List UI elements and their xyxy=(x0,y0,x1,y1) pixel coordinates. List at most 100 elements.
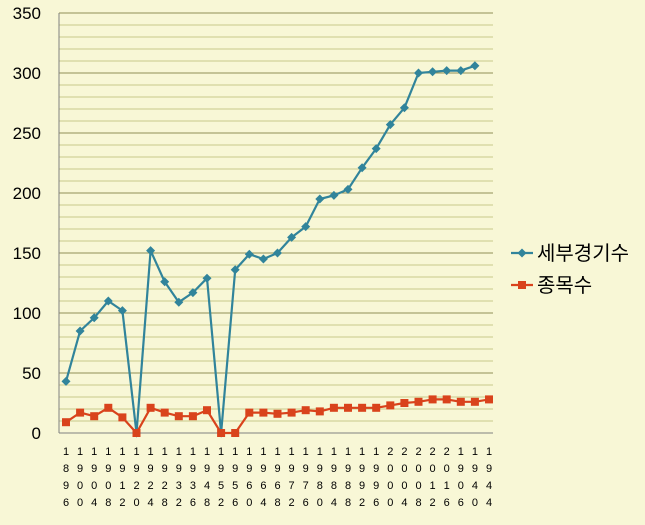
x-tick-char: 9 xyxy=(204,463,210,475)
x-tick-char: 0 xyxy=(430,463,436,475)
x-tick-char: 8 xyxy=(331,480,337,492)
x-tick-char: 0 xyxy=(401,463,407,475)
legend-item: 세부경기수 xyxy=(511,242,629,265)
data-point-square xyxy=(372,403,381,412)
data-point-diamond xyxy=(61,376,71,386)
x-tick-char: 9 xyxy=(232,463,238,475)
x-tick-char: 2 xyxy=(148,480,154,492)
x-tick-char: 1 xyxy=(190,446,196,458)
x-tick-char: 5 xyxy=(218,480,224,492)
data-point-diamond xyxy=(442,66,452,76)
x-tick-char: 0 xyxy=(387,480,393,492)
x-tick-char: 8 xyxy=(162,497,168,509)
data-point-diamond xyxy=(103,296,113,306)
x-tick-char: 2 xyxy=(119,497,125,509)
x-tick-char: 0 xyxy=(91,480,97,492)
x-tick-char: 1 xyxy=(119,480,125,492)
x-tick-char: 8 xyxy=(63,463,69,475)
x-tick-char: 2 xyxy=(387,446,393,458)
x-tick-char: 1 xyxy=(218,446,224,458)
x-tick-char: 3 xyxy=(176,480,182,492)
x-tick-char: 8 xyxy=(274,497,280,509)
x-tick-char: 6 xyxy=(274,480,280,492)
data-point-square xyxy=(287,408,296,417)
data-point-square xyxy=(188,412,197,421)
data-point-square xyxy=(358,403,367,412)
y-tick-label: 50 xyxy=(22,364,41,383)
x-tick-char: 4 xyxy=(401,497,407,509)
x-tick-char: 1 xyxy=(148,446,154,458)
data-point-diamond xyxy=(371,144,381,154)
x-tick-char: 1 xyxy=(162,446,168,458)
x-tick-char: 9 xyxy=(274,463,280,475)
x-tick-char: 1 xyxy=(430,480,436,492)
x-tick-char: 0 xyxy=(77,480,83,492)
data-point-diamond xyxy=(399,103,409,113)
y-tick-label: 100 xyxy=(13,304,41,323)
data-point-square xyxy=(217,429,226,437)
x-tick-char: 2 xyxy=(133,480,139,492)
x-tick-char: 9 xyxy=(246,463,252,475)
x-tick-char: 2 xyxy=(430,446,436,458)
data-point-diamond xyxy=(89,313,99,323)
x-tick-char: 1 xyxy=(133,446,139,458)
x-tick-char: 9 xyxy=(486,463,492,475)
x-tick-char: 6 xyxy=(190,497,196,509)
x-tick-char: 2 xyxy=(444,446,450,458)
y-tick-label: 150 xyxy=(13,244,41,263)
x-tick-labels: 1 8 9 61 9 0 01 9 0 41 9 0 81 9 1 21 9 2 01 9 2 41 9 2 81 9 3 21 9 3 6… xyxy=(63,446,492,509)
legend-marker xyxy=(518,281,526,289)
x-tick-char: 0 xyxy=(246,497,252,509)
data-point-square xyxy=(62,418,70,427)
x-tick-char: 1 xyxy=(176,446,182,458)
y-tick-label: 250 xyxy=(13,124,41,143)
x-tick-char: 9 xyxy=(359,480,365,492)
x-tick-char: 6 xyxy=(444,497,450,509)
x-tick-char: 7 xyxy=(289,480,295,492)
data-point-diamond xyxy=(174,297,184,307)
data-point-square xyxy=(146,403,155,412)
data-point-diamond xyxy=(287,232,297,242)
x-tick-char: 8 xyxy=(415,497,421,509)
data-point-square xyxy=(315,407,324,416)
data-point-diamond xyxy=(414,68,423,78)
data-point-diamond xyxy=(117,306,127,316)
x-tick-char: 6 xyxy=(458,497,464,509)
data-point-diamond xyxy=(258,254,268,264)
x-tick-char: 1 xyxy=(204,446,210,458)
x-tick-char: 0 xyxy=(77,497,83,509)
x-tick-char: 6 xyxy=(373,497,379,509)
x-tick-char: 1 xyxy=(472,446,478,458)
data-point-diamond xyxy=(230,265,240,275)
legend-label: 세부경기수 xyxy=(537,242,629,265)
x-tick-char: 2 xyxy=(162,480,168,492)
x-tick-char: 9 xyxy=(373,463,379,475)
data-point-square xyxy=(428,395,437,404)
x-tick-char: 6 xyxy=(246,480,252,492)
x-tick-char: 2 xyxy=(401,446,407,458)
x-tick-char: 1 xyxy=(345,446,351,458)
x-tick-char: 4 xyxy=(486,480,492,492)
x-tick-char: 9 xyxy=(63,480,69,492)
data-point-diamond xyxy=(456,66,466,76)
x-tick-char: 9 xyxy=(218,463,224,475)
x-tick-char: 2 xyxy=(176,497,182,509)
data-point-diamond xyxy=(188,288,198,298)
gridlines xyxy=(59,12,493,434)
x-tick-char: 9 xyxy=(289,463,295,475)
data-point-square xyxy=(259,408,268,417)
